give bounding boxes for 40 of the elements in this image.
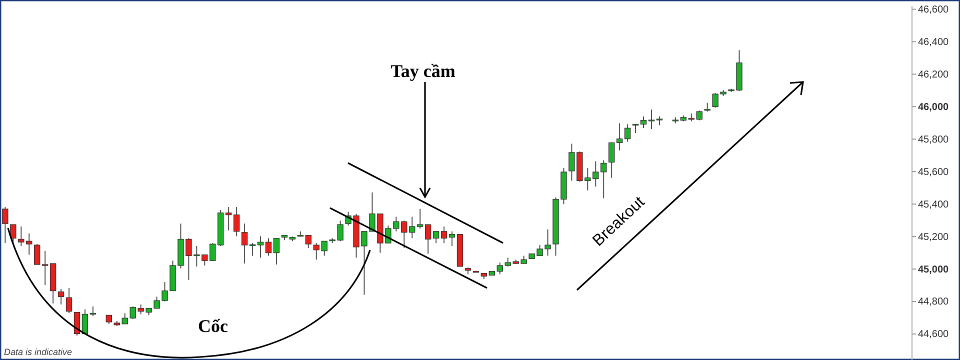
candlestick <box>424 224 432 254</box>
annotation: Cốc <box>198 316 228 336</box>
y-tick-label: 46,600 <box>918 4 950 16</box>
candlestick <box>417 208 424 229</box>
y-tick-label: 45,200 <box>918 232 950 243</box>
candlestick <box>432 230 440 244</box>
candlestick <box>624 124 631 142</box>
candlestick <box>34 244 40 266</box>
candlestick <box>58 288 64 305</box>
candlestick <box>90 306 96 317</box>
candlestick <box>640 116 647 129</box>
y-tick-label: 46,000 <box>918 102 950 113</box>
candlestick <box>648 109 655 130</box>
y-tick-label: 44,800 <box>918 296 950 308</box>
candlestick <box>616 122 623 152</box>
y-tick-label: 45,600 <box>918 166 950 178</box>
candlestick <box>226 206 232 231</box>
y-tick-label: 46,200 <box>918 69 950 80</box>
candlestick <box>2 206 8 244</box>
candlestick <box>265 238 272 256</box>
candlestick <box>608 142 615 178</box>
candlestick <box>241 223 248 264</box>
candlestick <box>448 230 456 247</box>
y-tick-label: 44,600 <box>918 329 950 340</box>
annotation: Tay cầm <box>390 61 456 81</box>
y-tick-label: 45,400 <box>918 199 950 210</box>
candlestick <box>249 242 256 256</box>
candlestick <box>305 234 312 248</box>
candlestick <box>273 238 280 266</box>
candlestick <box>257 236 264 258</box>
y-tick-label: 45,800 <box>918 134 950 146</box>
candlestick <box>440 226 448 244</box>
y-tick-label: 46,400 <box>918 36 950 48</box>
candlestick <box>233 206 240 237</box>
candlestick <box>42 250 48 286</box>
candlestick <box>66 287 72 314</box>
candlestick <box>10 224 16 244</box>
y-tick-label: 45,000 <box>918 264 950 276</box>
annotation: Data is indicative <box>4 347 72 357</box>
candlestick <box>82 308 88 334</box>
